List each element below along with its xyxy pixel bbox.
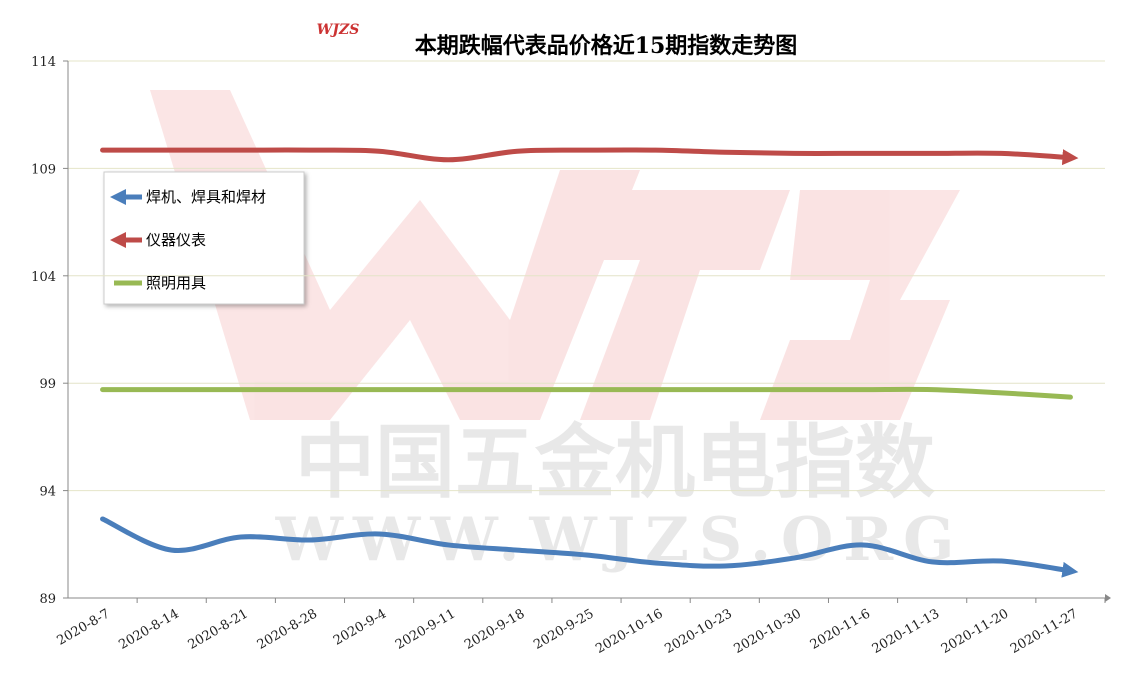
watermark-url: WWW.WJZS.ORG: [275, 505, 965, 575]
x-tick-label: 2020-8-21: [186, 606, 251, 652]
y-tick-label: 109: [31, 162, 56, 177]
x-tick-label: 2020-11-20: [939, 606, 1011, 656]
x-axis-arrow: [1105, 594, 1111, 602]
x-tick-label: 2020-8-14: [116, 606, 181, 652]
watermark-text: 中国五金机电指数: [295, 415, 935, 509]
x-tick-label: 2020-11-6: [808, 606, 873, 652]
legend-label: 照明用具: [146, 274, 206, 292]
x-tick-label: 2020-10-30: [731, 606, 803, 656]
x-tick-label: 2020-11-13: [870, 606, 942, 656]
x-tick-label: 2020-9-25: [531, 606, 596, 652]
y-tick-label: 89: [39, 592, 56, 607]
x-tick-label: 2020-11-27: [1008, 606, 1080, 656]
x-tick-label: 2020-9-11: [393, 606, 458, 652]
x-tick-label: 2020-10-23: [662, 606, 734, 656]
series-line: [100, 147, 1079, 166]
chart-title: 本期跌幅代表品价格近15期指数走势图: [415, 33, 798, 59]
x-tick-label: 2020-8-28: [255, 606, 320, 652]
x-tick-label: 2020-10-16: [593, 606, 665, 656]
x-tick-label: 2020-9-18: [462, 606, 527, 652]
legend-label: 仪器仪表: [146, 231, 206, 249]
series-line: [100, 386, 1073, 400]
y-tick-label: 99: [39, 377, 56, 392]
legend-label: 焊机、焊具和焊材: [146, 188, 266, 206]
y-tick-label: 114: [31, 55, 56, 70]
y-tick-label: 104: [31, 270, 56, 285]
logo: WJZS: [317, 22, 360, 38]
watermark: 中国五金机电指数 WWW.WJZS.ORG: [150, 90, 965, 575]
x-tick-label: 2020-9-4: [331, 606, 389, 648]
x-tick-label: 2020-8-7: [54, 606, 112, 648]
y-tick-label: 94: [39, 485, 56, 500]
series-line: [100, 516, 1079, 578]
